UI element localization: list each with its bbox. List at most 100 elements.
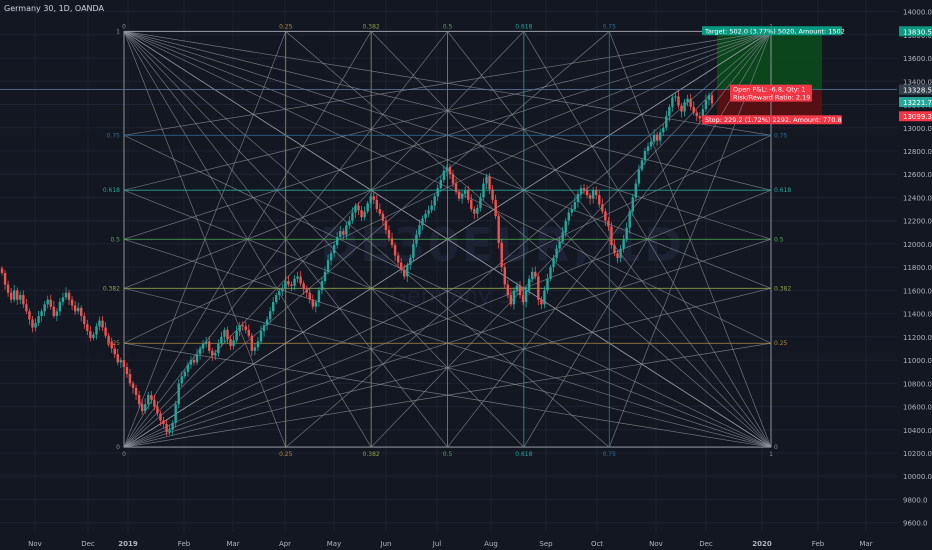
candle-body[interactable]: [424, 213, 427, 219]
pnl-box[interactable]: [730, 84, 812, 102]
candle-body[interactable]: [363, 211, 366, 218]
candle-body[interactable]: [631, 197, 634, 212]
candle-body[interactable]: [204, 341, 208, 344]
candle-body[interactable]: [665, 116, 668, 128]
candle-body[interactable]: [189, 360, 193, 365]
candle-body[interactable]: [640, 160, 644, 170]
candle-body[interactable]: [695, 112, 698, 117]
candle-body[interactable]: [217, 343, 220, 354]
candle-body[interactable]: [683, 102, 686, 112]
candle-body[interactable]: [58, 302, 62, 312]
candle-body[interactable]: [342, 231, 345, 235]
target-label-box[interactable]: [702, 26, 842, 36]
candle-body[interactable]: [147, 394, 150, 405]
candle-body[interactable]: [128, 374, 132, 384]
candle-body[interactable]: [116, 354, 119, 363]
candle-body[interactable]: [701, 109, 705, 119]
candle-body[interactable]: [652, 134, 656, 142]
candle-body[interactable]: [134, 387, 138, 395]
candle-body[interactable]: [406, 264, 409, 277]
candle-body[interactable]: [381, 213, 385, 221]
candle-body[interactable]: [268, 311, 272, 320]
candle-body[interactable]: [588, 195, 592, 199]
candle-body[interactable]: [16, 290, 19, 300]
candle-body[interactable]: [698, 116, 702, 119]
candle-body[interactable]: [436, 188, 439, 197]
candle-body[interactable]: [467, 190, 470, 200]
candle-body[interactable]: [704, 99, 708, 110]
candle-body[interactable]: [165, 423, 168, 433]
candle-body[interactable]: [156, 406, 159, 414]
candle-body[interactable]: [296, 276, 299, 279]
candle-body[interactable]: [543, 290, 546, 305]
candle-body[interactable]: [28, 311, 31, 320]
candle-body[interactable]: [34, 322, 37, 328]
candle-body[interactable]: [253, 347, 257, 351]
candle-body[interactable]: [229, 339, 232, 347]
candle-body[interactable]: [662, 127, 665, 133]
candle-body[interactable]: [390, 238, 394, 246]
candle-body[interactable]: [476, 207, 479, 214]
candle-body[interactable]: [430, 205, 433, 211]
candle-body[interactable]: [515, 285, 519, 291]
candle-body[interactable]: [442, 170, 446, 181]
candle-body[interactable]: [448, 167, 452, 175]
candle-body[interactable]: [180, 376, 183, 384]
candle-body[interactable]: [403, 269, 406, 277]
candle-body[interactable]: [357, 205, 360, 211]
candle-body[interactable]: [658, 132, 662, 141]
candle-body[interactable]: [214, 353, 217, 356]
candle-body[interactable]: [92, 334, 95, 339]
candle-body[interactable]: [6, 284, 10, 293]
candle-body[interactable]: [674, 96, 677, 98]
candle-body[interactable]: [671, 97, 674, 107]
candle-body[interactable]: [284, 281, 287, 289]
candle-body[interactable]: [314, 302, 318, 307]
candle-body[interactable]: [570, 209, 574, 213]
candle-body[interactable]: [500, 242, 503, 268]
candle-body[interactable]: [226, 329, 229, 340]
candle-body[interactable]: [19, 295, 22, 300]
candle-body[interactable]: [198, 348, 202, 355]
candle-body[interactable]: [707, 95, 711, 100]
candle-body[interactable]: [223, 329, 226, 337]
candle-body[interactable]: [332, 245, 336, 254]
candle-body[interactable]: [131, 383, 135, 388]
candle-body[interactable]: [372, 196, 375, 200]
candle-body[interactable]: [211, 350, 214, 356]
candle-body[interactable]: [140, 404, 144, 412]
candle-body[interactable]: [463, 190, 467, 194]
candle-body[interactable]: [144, 404, 147, 412]
candle-body[interactable]: [369, 196, 372, 204]
candle-body[interactable]: [153, 399, 156, 407]
candle-body[interactable]: [201, 343, 205, 349]
candle-body[interactable]: [183, 371, 187, 377]
candle-body[interactable]: [89, 331, 92, 339]
candle-body[interactable]: [290, 284, 293, 286]
candle-body[interactable]: [677, 96, 680, 106]
candle-body[interactable]: [162, 420, 165, 424]
candle-body[interactable]: [384, 220, 388, 230]
candle-body[interactable]: [171, 422, 174, 430]
candle-body[interactable]: [320, 281, 324, 291]
candle-body[interactable]: [80, 307, 83, 316]
candle-body[interactable]: [287, 281, 290, 285]
candle-body[interactable]: [482, 183, 485, 198]
candle-body[interactable]: [634, 183, 638, 198]
candle-body[interactable]: [125, 367, 129, 375]
candle-body[interactable]: [272, 302, 275, 312]
candle-body[interactable]: [527, 278, 531, 291]
candle-body[interactable]: [238, 325, 241, 332]
candle-body[interactable]: [339, 231, 342, 237]
candle-body[interactable]: [616, 253, 619, 258]
candle-body[interactable]: [25, 304, 28, 312]
candle-body[interactable]: [70, 299, 74, 306]
candle-body[interactable]: [497, 216, 500, 243]
candle-body[interactable]: [329, 253, 333, 261]
candle-body[interactable]: [418, 225, 421, 235]
candle-body[interactable]: [348, 220, 351, 226]
candle-body[interactable]: [585, 190, 589, 196]
candle-body[interactable]: [387, 229, 391, 239]
candle-body[interactable]: [186, 364, 190, 372]
candle-body[interactable]: [564, 220, 567, 233]
